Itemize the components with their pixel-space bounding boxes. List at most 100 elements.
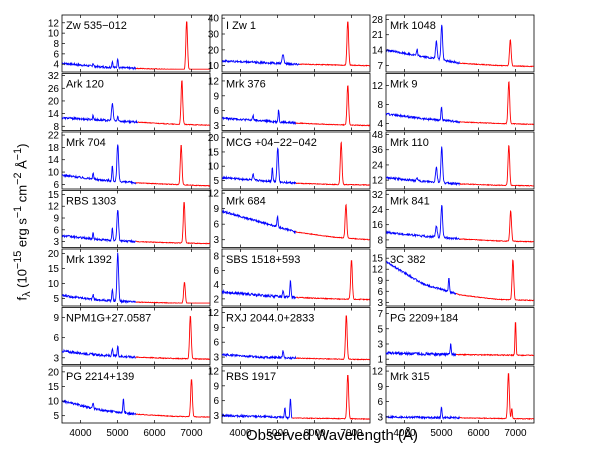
y-tick-label: 6 [213,266,219,277]
spectrum-red-segment [135,21,210,70]
y-axis-label-group: fλ (10−15 erg s−1 cm−2 Å−1) [12,143,32,301]
y-tick-label: 6 [53,49,59,60]
spectrum-panel: 8 16 24 32 Mrk 841 [372,190,535,248]
spectrum-panel: 10 20 30 40 I Zw 1 [208,14,371,73]
y-tick-label: 36 [372,145,384,156]
spectrum-blue-segment [386,24,460,65]
spectrum-red-segment [295,260,370,301]
spectrum-red-segment [455,259,535,302]
y-tick-label: 20 [48,367,60,378]
y-axis-label: fλ (10−15 erg s−1 cm−2 Å−1) [12,143,32,301]
spectrum-blue-segment [221,147,297,185]
y-tick-label: 4 [53,60,59,71]
y-tick-label: 30 [208,30,220,41]
spectrum-red-segment [135,281,210,304]
panel-title: Mrk 684 [226,196,266,208]
y-tick-label: 6 [377,397,383,408]
panel-frame [385,14,535,73]
y-tick-label: 21 [372,30,384,41]
spectrum-blue-segment [61,344,136,360]
spectrum-blue-segment [61,252,136,305]
y-tick-label: 9 [213,381,219,392]
spectrum-red-segment [291,375,370,421]
panel-title: Mrk 9 [390,79,418,91]
y-tick-label: 3 [213,121,219,132]
x-axis-label: Observed Wavelength (Å) [246,427,418,444]
spectrum-blue-segment [385,106,461,124]
spectrum-panel: 5 10 15 20 4000 5000 6000 7000 PG 2214+139 [48,365,211,439]
spectrum-red-segment [295,141,370,187]
spectrum-red-segment [135,315,210,361]
panel-title: SBS 1518+593 [226,254,300,266]
y-tick-label: 15 [208,147,220,158]
y-tick-label: 12 [208,189,220,200]
y-tick-label: 4 [213,280,219,291]
y-tick-label: 9 [213,91,219,102]
y-tick-label: 5 [53,411,59,422]
y-tick-label: 4 [377,119,383,130]
x-tick-label: 7000 [340,428,363,439]
y-tick-label: 6 [213,396,219,407]
y-tick-label: 3 [377,339,383,350]
spectrum-red-segment [295,315,371,361]
y-tick-label: 2 [213,294,219,305]
y-tick-label: 12 [208,366,220,377]
y-tick-label: 10 [48,168,60,179]
spectrum-blue-segment [221,279,297,300]
panel-frame [61,131,211,190]
y-tick-label: 14 [48,109,60,120]
x-tick-label: 5000 [106,428,129,439]
x-tick-label: 6000 [303,428,326,439]
y-tick-label: 20 [208,45,220,56]
y-tick-label: 8 [53,39,59,50]
y-tick-label: 8 [377,100,383,111]
y-tick-label: 12 [372,81,384,92]
panel-frame [221,73,371,131]
panel-title: Ark 120 [66,79,104,91]
spectrum-panel: 3 6 9 12 4000 5000 6000 7000 Mrk 315 [372,365,535,439]
y-tick-label: 32 [372,190,384,201]
x-tick-label: 5000 [430,428,453,439]
spectrum-blue-segment [62,57,137,71]
spectrum-blue-segment [61,209,137,244]
y-tick-label: 3 [213,353,219,364]
y-tick-label: 10 [208,162,220,173]
y-tick-label: 9 [377,382,383,393]
y-tick-label: 9 [53,313,59,324]
y-tick-label: 9 [53,214,59,225]
panel-frame [221,365,371,424]
spectrum-blue-segment [385,204,461,241]
panel-title: Mrk 315 [390,371,430,383]
y-tick-label: 8 [377,235,383,246]
y-tick-label: 9 [377,276,383,287]
y-tick-label: 10 [48,29,60,40]
y-tick-label: 5 [377,324,383,335]
panel-title: Mrk 1392 [66,254,112,266]
y-tick-label: 20 [48,249,60,260]
y-tick-label: 15 [48,190,60,201]
spectrum-red-segment [135,145,211,187]
spectrum-panel: 4 8 12 Mrk 9 [372,73,535,131]
x-tick-label: 4000 [69,428,92,439]
spectrum-panel: 3 6 9 12 Mrk 684 [208,189,371,248]
y-tick-label: 6 [213,106,219,117]
y-tick-label: 9 [213,204,219,215]
spectrum-blue-segment [61,398,137,416]
y-tick-label: 3 [377,412,383,423]
y-tick-label: 10 [48,397,60,408]
spectrum-red-segment [455,322,535,357]
x-tick-label: 4000 [229,428,252,439]
panel-title: NPM1G+27.0587 [66,313,151,325]
spectrum-red-segment [459,373,535,421]
y-tick-label: 15 [372,254,384,265]
panel-frame [221,248,371,307]
y-tick-label: 6 [213,338,219,349]
y-tick-label: 12 [372,265,384,276]
y-tick-label: 1 [377,355,383,366]
y-tick-label: 14 [48,155,60,166]
x-tick-label: 5000 [266,428,289,439]
y-tick-label: 7 [377,309,383,320]
y-tick-label: 3 [213,411,219,422]
panel-title: PG 2214+139 [66,371,134,383]
